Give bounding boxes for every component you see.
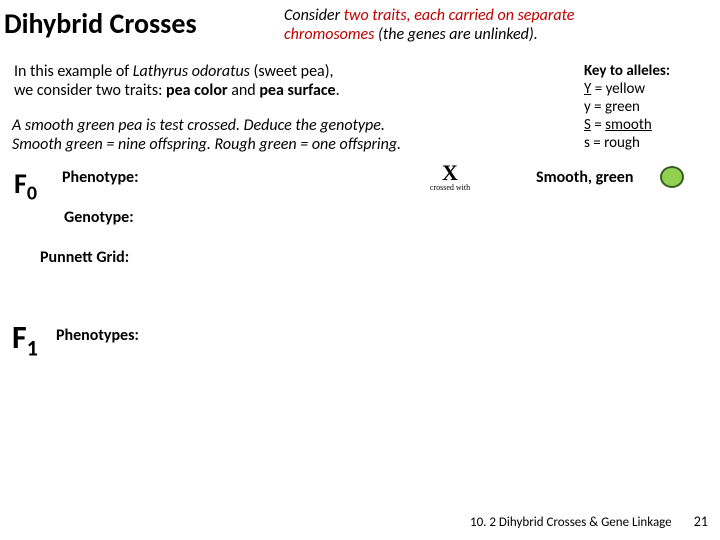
- key-Y-post: = yellow: [591, 80, 645, 98]
- punnett-label: Punnett Grid:: [40, 248, 129, 267]
- testcross-line1: A smooth green pea is test crossed. Dedu…: [12, 116, 385, 135]
- phenotypes-label: Phenotypes:: [56, 326, 139, 345]
- subtitle-pre: Consider: [284, 6, 344, 25]
- subtitle: Consider two traits, each carried on sep…: [284, 6, 584, 44]
- f1-sub: 1: [27, 334, 38, 361]
- smooth-green-label: Smooth, green: [536, 168, 633, 187]
- key-S-val: smooth: [605, 116, 652, 134]
- example-pre: In this example of: [14, 62, 133, 81]
- footer-page-number: 21: [694, 513, 708, 530]
- phenotype-label: Phenotype:: [62, 168, 139, 187]
- x-char: X: [424, 164, 476, 183]
- footer-chapter: 10. 2 Dihybrid Crosses & Gene Linkage: [470, 515, 672, 530]
- x-sub: crossed with: [424, 183, 476, 192]
- page-title: Dihybrid Crosses: [4, 6, 197, 41]
- f1-generation: F1: [12, 318, 38, 361]
- f1-F: F: [12, 318, 27, 357]
- pea-icon: [660, 166, 684, 188]
- key-S-post: =: [591, 116, 605, 134]
- key-S: S: [584, 116, 591, 134]
- example-text: In this example of Lathyrus odoratus (sw…: [14, 62, 474, 100]
- f0-generation: F0: [14, 166, 37, 206]
- species-name: Lathyrus odoratus: [133, 62, 250, 81]
- trait-2: pea surface: [259, 81, 335, 100]
- f0-sub: 0: [27, 182, 37, 206]
- key-y: y = green: [584, 98, 640, 116]
- genotype-label: Genotype:: [64, 208, 134, 227]
- key-title: Key to alleles:: [584, 62, 670, 80]
- example-post1: (sweet pea),: [250, 62, 334, 81]
- testcross-line2: Smooth green = nine offspring. Rough gre…: [12, 135, 401, 154]
- f0-F: F: [14, 166, 27, 201]
- key-s: s = rough: [584, 134, 640, 152]
- allele-key: Key to alleles: Y = yellow y = green S =…: [584, 62, 670, 152]
- example-end: .: [336, 81, 340, 100]
- subtitle-post: (the genes are unlinked).: [374, 25, 537, 44]
- example-mid: and: [228, 81, 260, 100]
- cross-symbol: X crossed with: [424, 164, 476, 192]
- example-line2-pre: we consider two traits:: [14, 81, 166, 100]
- testcross-text: A smooth green pea is test crossed. Dedu…: [12, 116, 492, 154]
- trait-1: pea color: [166, 81, 228, 100]
